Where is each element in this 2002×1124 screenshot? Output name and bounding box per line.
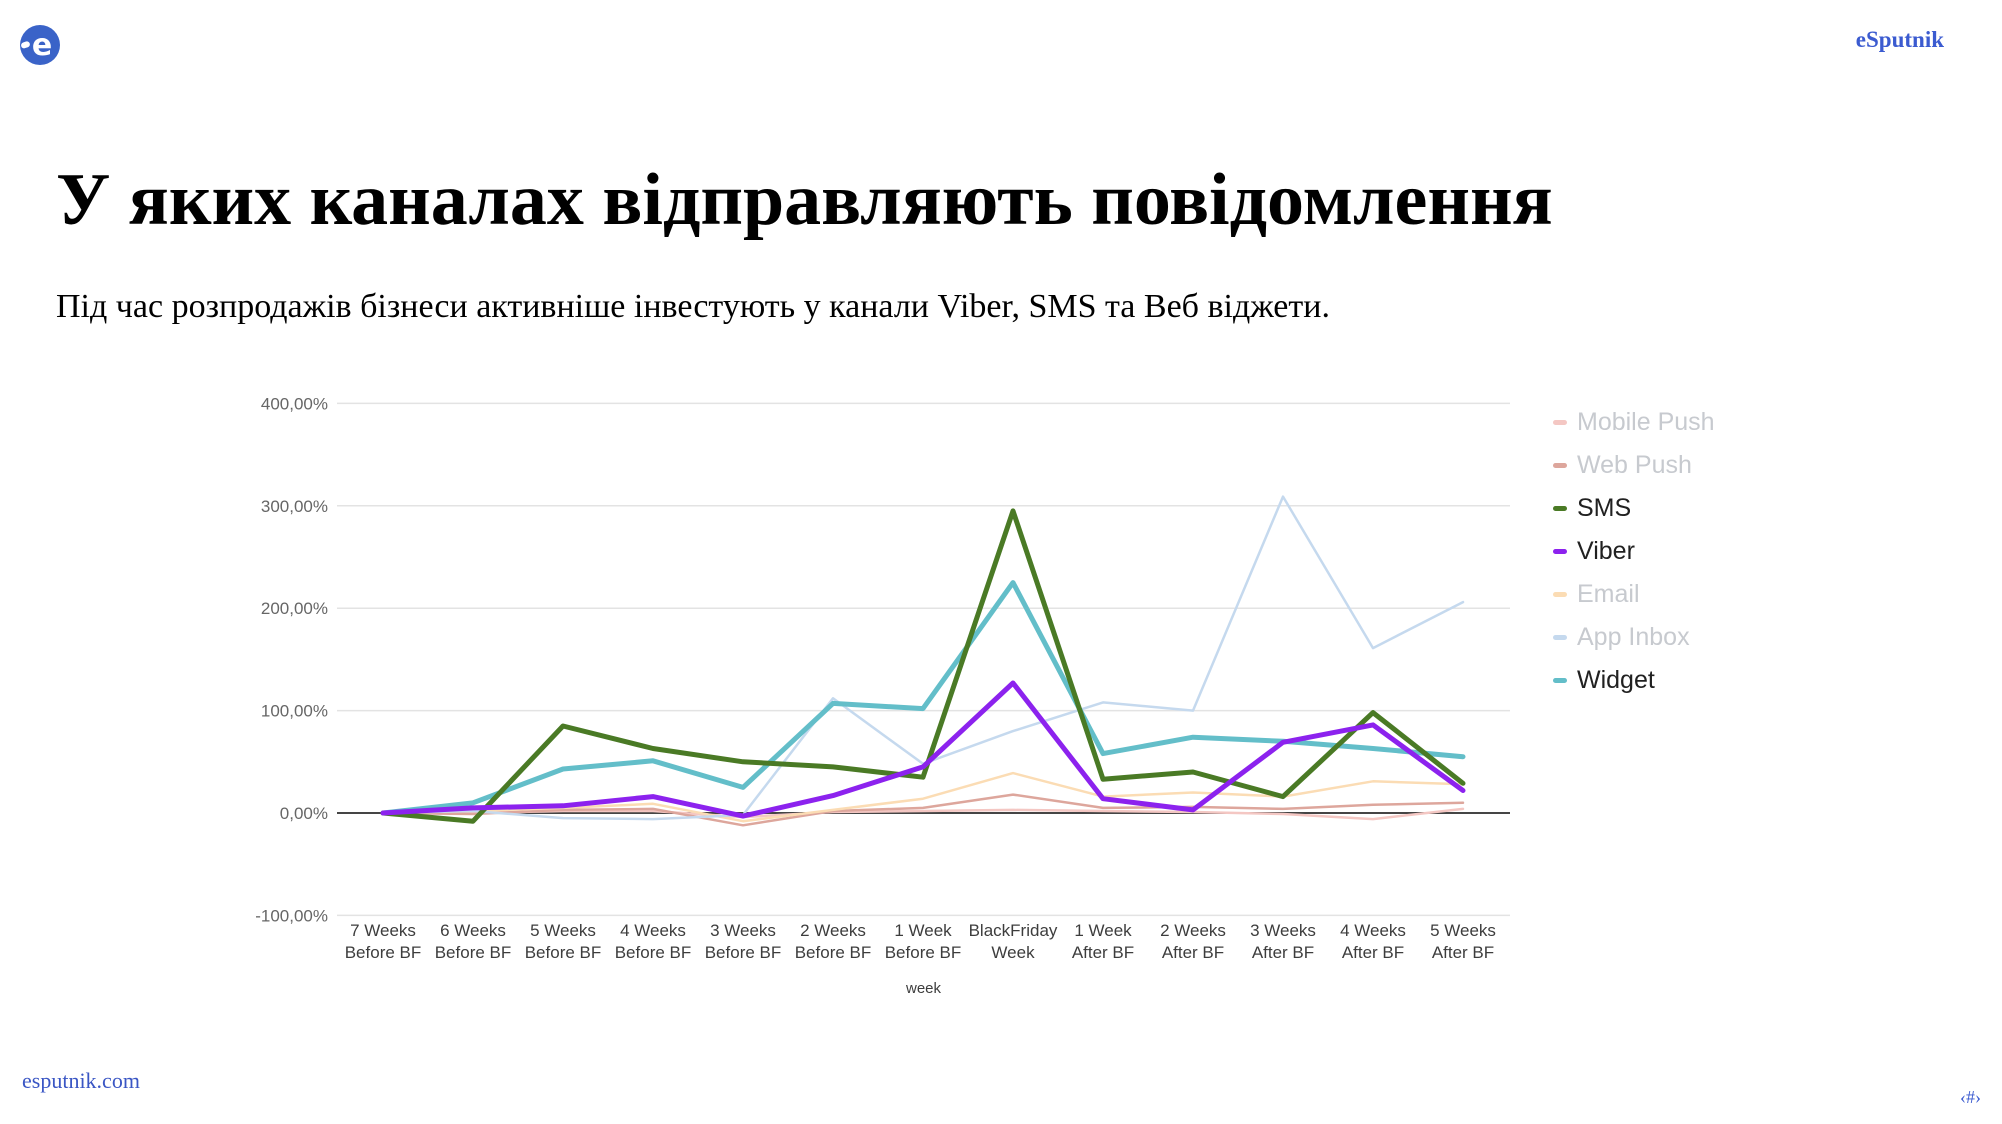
legend-label-widget: Widget	[1577, 666, 1655, 694]
legend-swatch-web-push	[1553, 463, 1567, 468]
legend-swatch-email	[1553, 592, 1567, 597]
page-title: У яких каналах відправляють повідомлення	[56, 158, 1553, 241]
x-tick-label: Before BF	[705, 943, 782, 962]
y-tick-label: 0,00%	[280, 804, 328, 823]
x-tick-label: Week	[991, 943, 1035, 962]
legend-swatch-sms	[1553, 506, 1567, 511]
chart-svg: 400,00% 300,00% 200,00% 100,00% 0,00% -100,00…	[255, 395, 1510, 997]
legend-item-email: Email	[1553, 573, 1715, 616]
logo-circle	[20, 25, 60, 65]
series-line-web-push	[381, 793, 1465, 827]
footer-website-link[interactable]: esputnik.com	[22, 1068, 140, 1093]
legend-swatch-app-inbox	[1553, 635, 1567, 640]
slide-page-number: ‹#›	[1960, 1087, 1981, 1107]
x-tick-label: Before BF	[885, 943, 962, 962]
y-tick-label: 300,00%	[261, 497, 328, 516]
esputnik-logo-icon: e	[20, 25, 60, 65]
legend-item-mobile-push: Mobile Push	[1553, 401, 1715, 444]
legend-item-viber: Viber	[1553, 530, 1715, 573]
x-tick-label: 7 Weeks	[350, 921, 416, 940]
x-tick-label: 2 Weeks	[1160, 921, 1226, 940]
x-tick-label: Before BF	[525, 943, 602, 962]
legend-swatch-viber	[1553, 549, 1567, 554]
x-tick-label: 5 Weeks	[1430, 921, 1496, 940]
x-tick-label: Before BF	[795, 943, 872, 962]
x-tick-label: 5 Weeks	[530, 921, 596, 940]
legend-label-email: Email	[1577, 580, 1640, 608]
x-tick-label: Before BF	[345, 943, 422, 962]
x-tick-label: After BF	[1252, 943, 1314, 962]
chart-legend: Mobile Push Web Push SMS Viber Email App Inbo…	[1553, 401, 1715, 702]
x-tick-label: 2 Weeks	[800, 921, 866, 940]
x-tick-label: After BF	[1342, 943, 1404, 962]
legend-item-widget: Widget	[1553, 659, 1715, 702]
legend-item-sms: SMS	[1553, 487, 1715, 530]
legend-label-mobile-push: Mobile Push	[1577, 408, 1715, 436]
legend-item-web-push: Web Push	[1553, 444, 1715, 487]
x-tick-label: Before BF	[435, 943, 512, 962]
y-tick-label: 100,00%	[261, 702, 328, 721]
x-tick-label: After BF	[1162, 943, 1224, 962]
brand-wordmark: eSputnik	[1855, 27, 1944, 52]
y-tick-label: 200,00%	[261, 599, 328, 618]
legend-item-app-inbox: App Inbox	[1553, 616, 1715, 659]
x-tick-label: BlackFriday	[969, 921, 1058, 940]
x-tick-label: 1 Week	[1074, 921, 1132, 940]
legend-swatch-mobile-push	[1553, 420, 1567, 425]
x-tick-label: 6 Weeks	[440, 921, 506, 940]
x-tick-label: Before BF	[615, 943, 692, 962]
legend-label-app-inbox: App Inbox	[1577, 623, 1690, 651]
y-tick-label: 400,00%	[261, 395, 328, 413]
slide-subtitle: Під час розпродажів бізнеси активніше ін…	[56, 288, 1330, 325]
series-line-viber	[380, 680, 1466, 819]
line-chart: 400,00% 300,00% 200,00% 100,00% 0,00% -100,00…	[240, 395, 1540, 1020]
x-tick-label: After BF	[1432, 943, 1494, 962]
x-tick-label: 4 Weeks	[1340, 921, 1406, 940]
series-line-sms	[380, 508, 1466, 824]
x-tick-label: 3 Weeks	[710, 921, 776, 940]
logo-orbit-dash	[21, 41, 30, 49]
y-tick-label: -100,00%	[255, 906, 328, 925]
x-tick-label: 3 Weeks	[1250, 921, 1316, 940]
legend-label-viber: Viber	[1577, 537, 1635, 565]
x-tick-label: 1 Week	[894, 921, 952, 940]
x-axis-title: week	[905, 980, 942, 997]
x-tick-label: 4 Weeks	[620, 921, 686, 940]
x-tick-label: After BF	[1072, 943, 1134, 962]
legend-label-sms: SMS	[1577, 494, 1632, 522]
legend-label-web-push: Web Push	[1577, 451, 1692, 479]
logo-letter: e	[32, 28, 52, 63]
legend-swatch-widget	[1553, 678, 1567, 683]
